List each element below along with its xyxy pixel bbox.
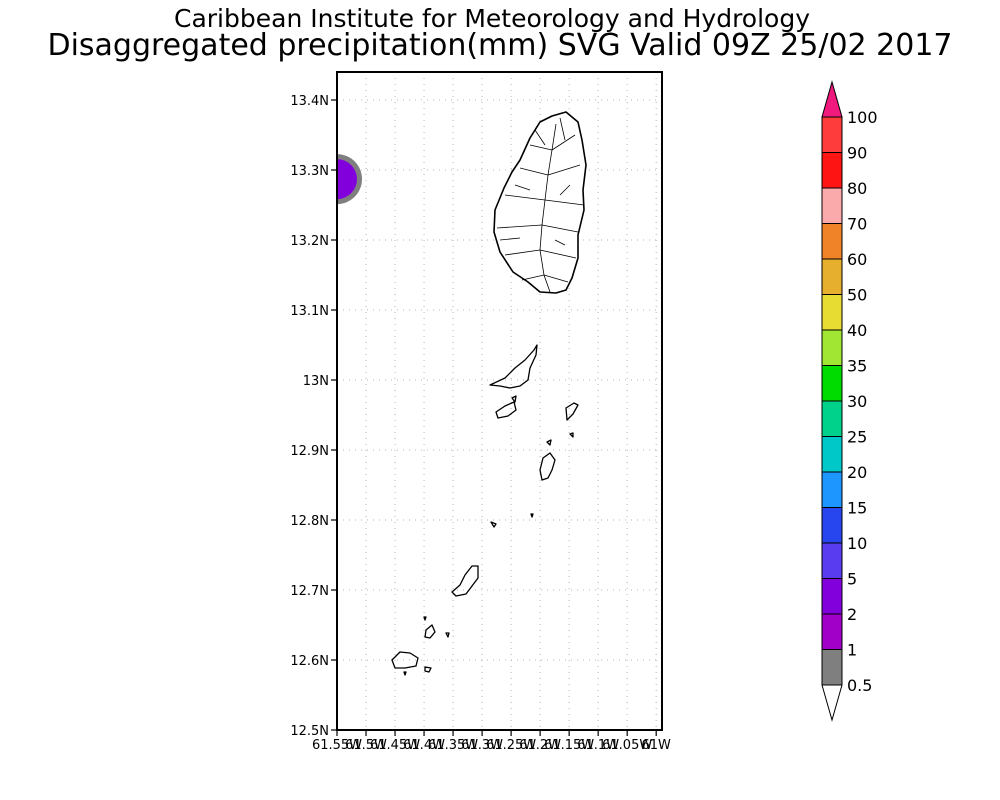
colorbar-level-label: 35 xyxy=(847,357,867,376)
lat-tick-label: 13.4N xyxy=(290,94,329,109)
colorbar-level-label: 90 xyxy=(847,144,867,163)
colorbar-level-label: 10 xyxy=(847,534,867,553)
lon-tick-label: 61W xyxy=(641,738,671,753)
colorbar-level-label: 25 xyxy=(847,428,867,447)
lon-tick-label: 61.1W xyxy=(577,738,619,753)
lat-tick-label: 12.6N xyxy=(290,654,329,669)
lon-tick-label: 61.25W xyxy=(486,738,536,753)
colorbar-level-label: 30 xyxy=(847,392,867,411)
colorbar-level-label: 1 xyxy=(847,641,857,660)
st-vincent-island xyxy=(493,111,587,294)
colorbar-swatch xyxy=(821,471,843,508)
colorbar-swatch xyxy=(821,294,843,331)
colorbar-swatch xyxy=(821,365,843,402)
chart-title: Caribbean Institute for Meteorology and … xyxy=(174,4,810,33)
colorbar-level-label: 0.5 xyxy=(847,676,872,695)
precipitation-layer xyxy=(337,154,362,205)
colorbar-swatch xyxy=(821,258,843,295)
lat-tick-label: 12.5N xyxy=(290,724,329,739)
lat-tick-label: 12.8N xyxy=(290,514,329,529)
colorbar-level-label: 2 xyxy=(847,605,857,624)
colorbar-level-label: 40 xyxy=(847,321,867,340)
colorbar-swatch xyxy=(821,542,843,579)
lat-tick-label: 13.2N xyxy=(290,234,329,249)
lon-tick-label: 61.45W xyxy=(370,738,420,753)
lat-tick-label: 12.7N xyxy=(290,584,329,599)
lon-tick-label: 61.35W xyxy=(428,738,478,753)
colorbar-level-label: 5 xyxy=(847,570,857,589)
colorbar-level-label: 15 xyxy=(847,499,867,518)
colorbar-swatch xyxy=(821,578,843,615)
colorbar-level-label: 100 xyxy=(847,108,878,127)
latitude-axis: 13.4N 13.3N 13.2N 13.1N 13N 12.9N 12.8N 12.7N 12… xyxy=(290,94,337,739)
colorbar-level-label: 80 xyxy=(847,179,867,198)
colorbar-swatch xyxy=(821,116,843,153)
colorbar-swatch xyxy=(821,613,843,650)
colorbar-level-label: 70 xyxy=(847,215,867,234)
colorbar-swatch xyxy=(821,649,843,686)
lon-tick-label: 61.15W xyxy=(544,738,594,753)
lat-tick-label: 13N xyxy=(303,374,329,389)
grenadines-islands xyxy=(391,344,579,676)
colorbar-under-triangle xyxy=(821,684,843,722)
lat-tick-label: 12.9N xyxy=(290,444,329,459)
chart-subtitle: Disaggregated precipitation(mm) SVG Vali… xyxy=(47,28,953,63)
longitude-axis: 61.55W61.5W61.45W61.4W61.35W61.3W61.25W6… xyxy=(312,730,671,753)
coastline-layer xyxy=(391,111,587,676)
lat-tick-label: 13.1N xyxy=(290,304,329,319)
colorbar-swatch xyxy=(821,223,843,260)
lon-tick-label: 61.4W xyxy=(403,738,445,753)
colorbar-swatch xyxy=(821,187,843,224)
colorbar-level-label: 20 xyxy=(847,463,867,482)
map-frame xyxy=(336,71,663,731)
colorbar-swatch xyxy=(821,400,843,437)
colorbar-swatch xyxy=(821,507,843,544)
lat-tick-label: 13.3N xyxy=(290,164,329,179)
colorbar-over-triangle xyxy=(821,80,843,118)
colorbar-level-label: 60 xyxy=(847,250,867,269)
lon-tick-label: 61.2W xyxy=(519,738,561,753)
colorbar-swatch xyxy=(821,436,843,473)
colorbar-level-label: 50 xyxy=(847,286,867,305)
precip-area-inner xyxy=(337,159,357,200)
lon-tick-label: 61.05W xyxy=(602,738,652,753)
lon-tick-label: 61.5W xyxy=(345,738,387,753)
lon-tick-label: 61.3W xyxy=(461,738,503,753)
colorbar-swatch xyxy=(821,152,843,189)
map-grid xyxy=(336,72,662,731)
colorbar-swatch xyxy=(821,329,843,366)
lon-tick-label: 61.55W xyxy=(312,738,362,753)
